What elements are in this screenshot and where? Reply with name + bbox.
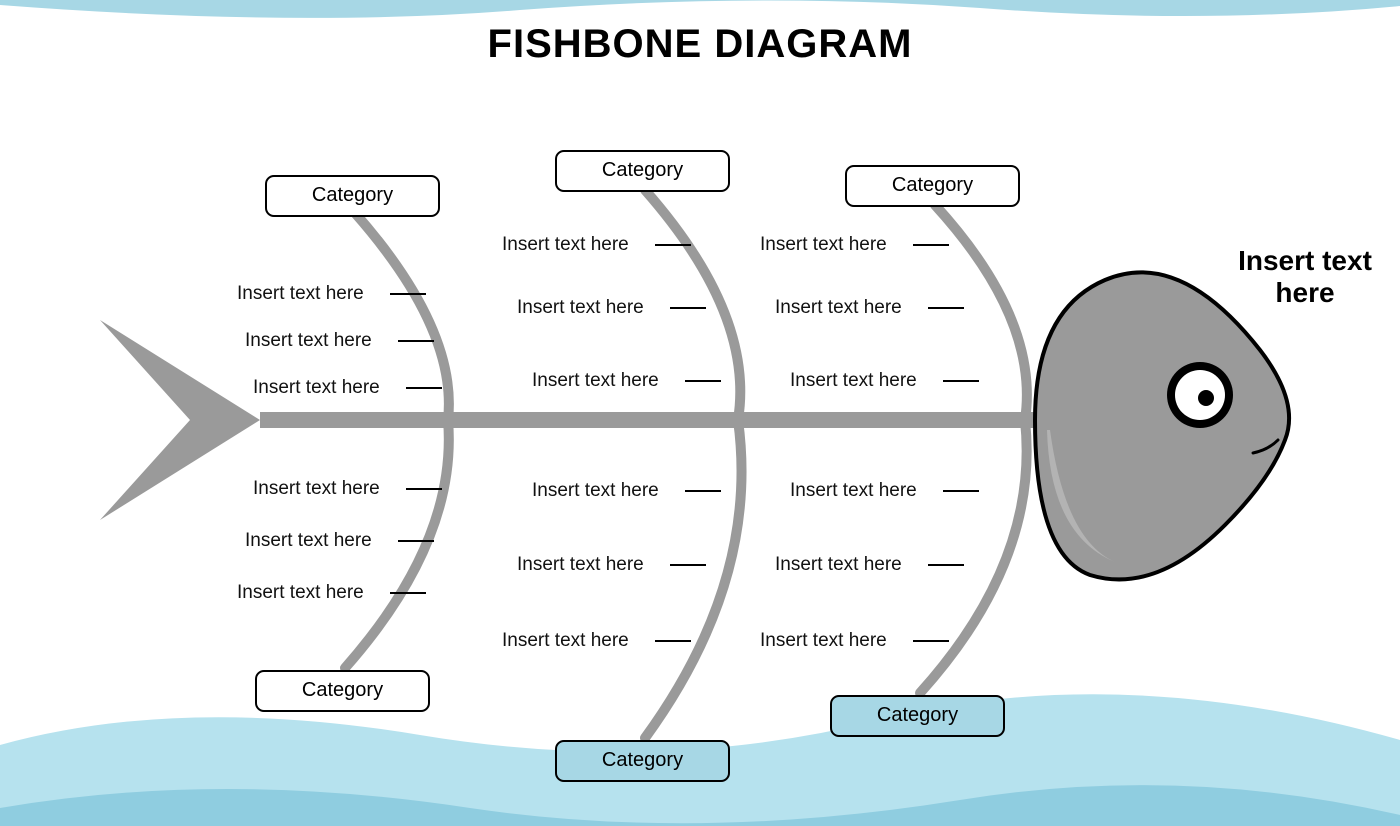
cause-top1-1[interactable]: Insert text here (245, 330, 372, 352)
effect-label[interactable]: Insert text here (1215, 245, 1395, 309)
cause-top3-0[interactable]: Insert text here (760, 234, 887, 256)
fish-eye-pupil (1198, 390, 1214, 406)
cause-tick-bot3-1 (928, 564, 964, 566)
fish-mouth (1253, 440, 1278, 453)
cause-tick-bot1-2 (390, 592, 426, 594)
rib-bot2 (645, 420, 742, 738)
category-box-bot1[interactable]: Category (255, 670, 430, 712)
cause-tick-top1-1 (398, 340, 434, 342)
diagram-title: FISHBONE DIAGRAM (0, 22, 1400, 67)
category-box-bot3[interactable]: Category (830, 695, 1005, 737)
cause-top3-2[interactable]: Insert text here (790, 370, 917, 392)
cause-bot1-1[interactable]: Insert text here (245, 530, 372, 552)
cause-bot1-2[interactable]: Insert text here (237, 582, 364, 604)
fish-head (1035, 272, 1289, 579)
cause-top2-2[interactable]: Insert text here (532, 370, 659, 392)
category-box-top3[interactable]: Category (845, 165, 1020, 207)
fish-head-shape (1035, 272, 1289, 579)
cause-top2-1[interactable]: Insert text here (517, 297, 644, 319)
fish-spine (260, 412, 1035, 428)
wave-top (0, 0, 1400, 18)
fishbone-diagram: FISHBONE DIAGRAM Insert text here Catego… (0, 0, 1400, 826)
cause-bot3-0[interactable]: Insert text here (790, 480, 917, 502)
cause-bot2-1[interactable]: Insert text here (517, 554, 644, 576)
cause-tick-top2-2 (685, 380, 721, 382)
cause-bot1-0[interactable]: Insert text here (253, 478, 380, 500)
cause-bot2-2[interactable]: Insert text here (502, 630, 629, 652)
fish-tail (100, 320, 260, 520)
cause-bot3-2[interactable]: Insert text here (760, 630, 887, 652)
cause-tick-top2-1 (670, 307, 706, 309)
cause-bot3-1[interactable]: Insert text here (775, 554, 902, 576)
cause-tick-bot1-0 (406, 488, 442, 490)
wave-bottom-dark (0, 785, 1400, 826)
cause-tick-bot3-0 (943, 490, 979, 492)
cause-tick-top3-1 (928, 307, 964, 309)
cause-tick-bot1-1 (398, 540, 434, 542)
category-box-bot2[interactable]: Category (555, 740, 730, 782)
cause-top1-2[interactable]: Insert text here (253, 377, 380, 399)
cause-bot2-0[interactable]: Insert text here (532, 480, 659, 502)
rib-curves (345, 190, 1027, 738)
fish-eye-outer (1167, 362, 1233, 428)
diagram-canvas (0, 0, 1400, 826)
category-box-top2[interactable]: Category (555, 150, 730, 192)
cause-top3-1[interactable]: Insert text here (775, 297, 902, 319)
cause-top1-0[interactable]: Insert text here (237, 283, 364, 305)
category-box-top1[interactable]: Category (265, 175, 440, 217)
cause-tick-top2-0 (655, 244, 691, 246)
rib-top2 (645, 190, 740, 420)
cause-tick-bot2-1 (670, 564, 706, 566)
cause-tick-top3-2 (943, 380, 979, 382)
cause-tick-top3-0 (913, 244, 949, 246)
cause-tick-top1-2 (406, 387, 442, 389)
cause-tick-top1-0 (390, 293, 426, 295)
fish-head-highlight (1047, 430, 1115, 562)
fish-eye-white (1175, 370, 1225, 420)
rib-top3 (935, 205, 1027, 420)
cause-tick-bot3-2 (913, 640, 949, 642)
rib-bot3 (920, 420, 1027, 693)
cause-tick-bot2-2 (655, 640, 691, 642)
cause-tick-bot2-0 (685, 490, 721, 492)
cause-top2-0[interactable]: Insert text here (502, 234, 629, 256)
